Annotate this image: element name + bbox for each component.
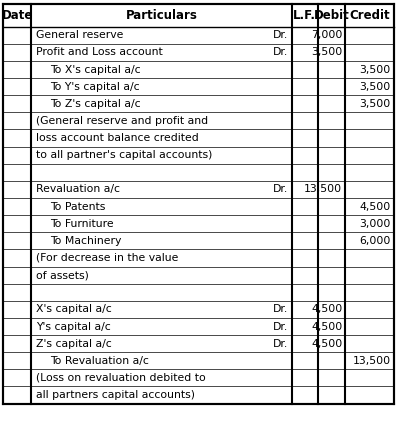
Text: (Loss on revaluation debited to: (Loss on revaluation debited to <box>36 373 206 383</box>
Text: To X's capital a/c: To X's capital a/c <box>50 65 140 74</box>
Text: To Z's capital a/c: To Z's capital a/c <box>50 99 140 109</box>
Text: To Furniture: To Furniture <box>50 219 113 229</box>
Text: 3,500: 3,500 <box>359 65 391 74</box>
Text: Dr.: Dr. <box>274 185 289 194</box>
Text: To Machinery: To Machinery <box>50 236 121 246</box>
Text: To Revaluation a/c: To Revaluation a/c <box>50 356 148 366</box>
Text: (General reserve and profit and: (General reserve and profit and <box>36 116 208 126</box>
Text: 3,000: 3,000 <box>359 219 391 229</box>
Text: 3,500: 3,500 <box>359 82 391 92</box>
Text: Credit: Credit <box>349 8 390 22</box>
Text: Y's capital a/c: Y's capital a/c <box>36 322 110 332</box>
Text: loss account balance credited: loss account balance credited <box>36 133 198 143</box>
Text: 3,500: 3,500 <box>311 48 342 57</box>
Text: Dr.: Dr. <box>274 48 289 57</box>
Bar <box>3 4 394 404</box>
Text: General reserve: General reserve <box>36 30 123 40</box>
Text: Dr.: Dr. <box>274 30 289 40</box>
Text: 4,500: 4,500 <box>311 322 342 332</box>
Text: 4,500: 4,500 <box>311 304 342 314</box>
Text: Particulars: Particulars <box>125 8 197 22</box>
Text: 13,500: 13,500 <box>304 185 342 194</box>
Text: Dr.: Dr. <box>274 339 289 348</box>
Text: 13,500: 13,500 <box>353 356 391 366</box>
Text: Dr.: Dr. <box>274 322 289 332</box>
Text: of assets): of assets) <box>36 270 89 280</box>
Text: Revaluation a/c: Revaluation a/c <box>36 185 120 194</box>
Text: To Y's capital a/c: To Y's capital a/c <box>50 82 139 92</box>
Text: (For decrease in the value: (For decrease in the value <box>36 253 178 263</box>
Text: 4,500: 4,500 <box>311 339 342 348</box>
Text: to all partner's capital accounts): to all partner's capital accounts) <box>36 150 212 160</box>
Text: Profit and Loss account: Profit and Loss account <box>36 48 162 57</box>
Text: 7,000: 7,000 <box>311 30 342 40</box>
Text: Dr.: Dr. <box>274 304 289 314</box>
Text: Z's capital a/c: Z's capital a/c <box>36 339 112 348</box>
Text: 3,500: 3,500 <box>359 99 391 109</box>
Text: Debit: Debit <box>314 8 349 22</box>
Text: L.F.: L.F. <box>293 8 316 22</box>
Text: To Patents: To Patents <box>50 202 105 211</box>
Text: all partners capital accounts): all partners capital accounts) <box>36 390 195 400</box>
Text: X's capital a/c: X's capital a/c <box>36 304 112 314</box>
Text: 6,000: 6,000 <box>359 236 391 246</box>
Text: Date: Date <box>1 8 33 22</box>
Text: 4,500: 4,500 <box>359 202 391 211</box>
